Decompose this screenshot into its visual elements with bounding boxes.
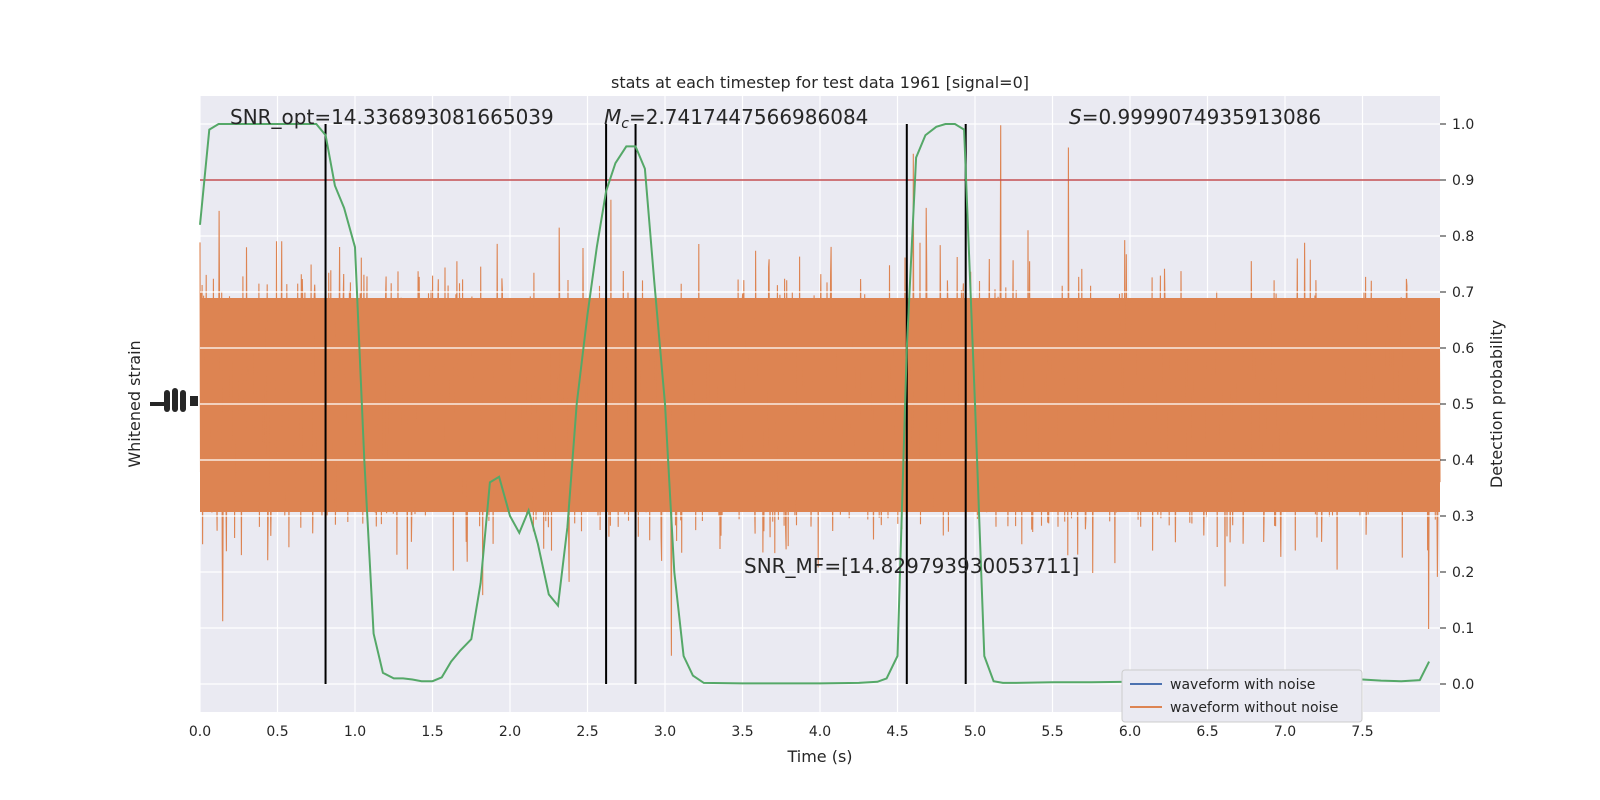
y-right-tick-label: 0.0 xyxy=(1452,677,1474,693)
x-tick-label: 4.5 xyxy=(886,724,908,740)
x-axis-ticks: 0.0 0.5 1.0 1.5 2.0 2.5 3.0 3.5 4.0 4.5 5.0 5.5 6.0 6… xyxy=(189,724,1374,740)
x-axis-label: Time (s) xyxy=(786,747,852,766)
x-tick-label: 0.5 xyxy=(266,724,288,740)
legend: waveform with noise waveform without noi… xyxy=(1121,669,1363,723)
vertical-markers xyxy=(324,124,967,684)
y-right-axis-ticks: 0.0 0.1 0.2 0.3 0.4 0.5 0.6 0.7 0.8 0.9 1.0 xyxy=(1440,117,1474,693)
x-tick-label: 3.5 xyxy=(731,724,753,740)
y-right-tick-label: 0.9 xyxy=(1452,173,1474,189)
annotation-chirp-mass: Mc=2.7417447566986084 xyxy=(604,105,868,132)
detection-probability-group xyxy=(199,123,1430,685)
y-right-tick-label: 0.8 xyxy=(1452,229,1474,245)
y-right-tick-label: 0.6 xyxy=(1452,341,1474,357)
y-right-tick-label: 0.4 xyxy=(1452,453,1474,469)
annotation-s-value: S=0.9999074935913086 xyxy=(1069,105,1321,129)
y-right-axis-label: Detection probability xyxy=(1487,320,1506,488)
x-tick-label: 2.5 xyxy=(576,724,598,740)
legend-label-with-noise: waveform with noise xyxy=(1170,677,1315,693)
y-right-tick-label: 0.2 xyxy=(1452,565,1474,581)
annotation-snr-mf: SNR_MF=[14.829793930053711] xyxy=(744,554,1079,578)
x-tick-label: 1.0 xyxy=(344,724,366,740)
y-right-tick-label: 0.5 xyxy=(1452,397,1474,413)
x-tick-label: 5.5 xyxy=(1041,724,1063,740)
legend-label-without-noise: waveform without noise xyxy=(1170,700,1338,716)
detection-probability-line xyxy=(199,123,1430,685)
x-tick-label: 1.5 xyxy=(421,724,443,740)
waveform-without-noise-line xyxy=(199,125,1441,656)
x-tick-label: 3.0 xyxy=(654,724,676,740)
y-right-tick-label: 1.0 xyxy=(1452,117,1474,133)
legend-box xyxy=(1121,669,1363,723)
x-tick-label: 7.0 xyxy=(1274,724,1296,740)
x-tick-label: 2.0 xyxy=(499,724,521,740)
x-tick-label: 4.0 xyxy=(809,724,831,740)
strain-waveform xyxy=(199,125,1441,656)
x-tick-label: 0.0 xyxy=(189,724,211,740)
x-tick-label: 5.0 xyxy=(964,724,986,740)
y-left-axis-label: Whitened strain xyxy=(125,340,144,467)
x-tick-label: 7.5 xyxy=(1351,724,1373,740)
y-right-tick-label: 0.1 xyxy=(1452,621,1474,637)
x-tick-label: 6.5 xyxy=(1196,724,1218,740)
x-tick-label: 6.0 xyxy=(1119,724,1141,740)
left-axis-tick-cluster xyxy=(150,388,198,412)
annotation-snr-opt: SNR_opt=14.336893081665039 xyxy=(230,105,554,129)
y-right-tick-label: 0.7 xyxy=(1452,285,1474,301)
chart-title: stats at each timestep for test data 196… xyxy=(611,73,1029,92)
y-right-tick-label: 0.3 xyxy=(1452,509,1474,525)
